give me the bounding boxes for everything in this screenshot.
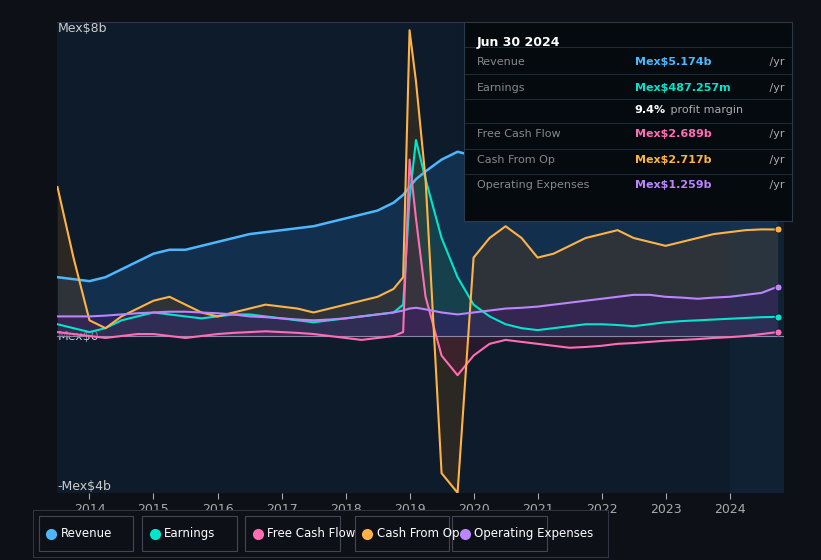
Text: Jun 30 2024: Jun 30 2024 [477,36,561,49]
Bar [730,22,784,493]
Text: /yr: /yr [766,155,785,165]
Bar [39,516,133,552]
Text: Mex$487.257m: Mex$487.257m [635,83,730,93]
Text: /yr: /yr [766,57,785,67]
Text: Operating Expenses: Operating Expenses [475,527,594,540]
Bar [245,516,341,552]
Text: Earnings: Earnings [477,83,525,93]
Text: Mex$8b: Mex$8b [57,22,107,35]
Bar [355,516,450,552]
Bar [452,516,547,552]
Text: Mex$1.259b: Mex$1.259b [635,180,711,190]
Text: Cash From Op: Cash From Op [377,527,459,540]
Text: Revenue: Revenue [61,527,112,540]
Text: Operating Expenses: Operating Expenses [477,180,589,190]
Text: Cash From Op: Cash From Op [477,155,555,165]
Text: 9.4%: 9.4% [635,105,666,115]
Text: Revenue: Revenue [477,57,525,67]
Text: Mex$2.689b: Mex$2.689b [635,129,711,139]
Text: /yr: /yr [766,129,785,139]
Text: /yr: /yr [766,180,785,190]
Text: Free Cash Flow: Free Cash Flow [268,527,355,540]
Bar [142,516,236,552]
Text: Free Cash Flow: Free Cash Flow [477,129,561,139]
Text: Earnings: Earnings [164,527,215,540]
Text: profit margin: profit margin [667,105,744,115]
Text: /yr: /yr [766,83,785,93]
Text: Mex$2.717b: Mex$2.717b [635,155,711,165]
Text: Mex$0: Mex$0 [57,329,99,343]
Text: -Mex$4b: -Mex$4b [57,480,112,493]
Text: Mex$5.174b: Mex$5.174b [635,57,711,67]
